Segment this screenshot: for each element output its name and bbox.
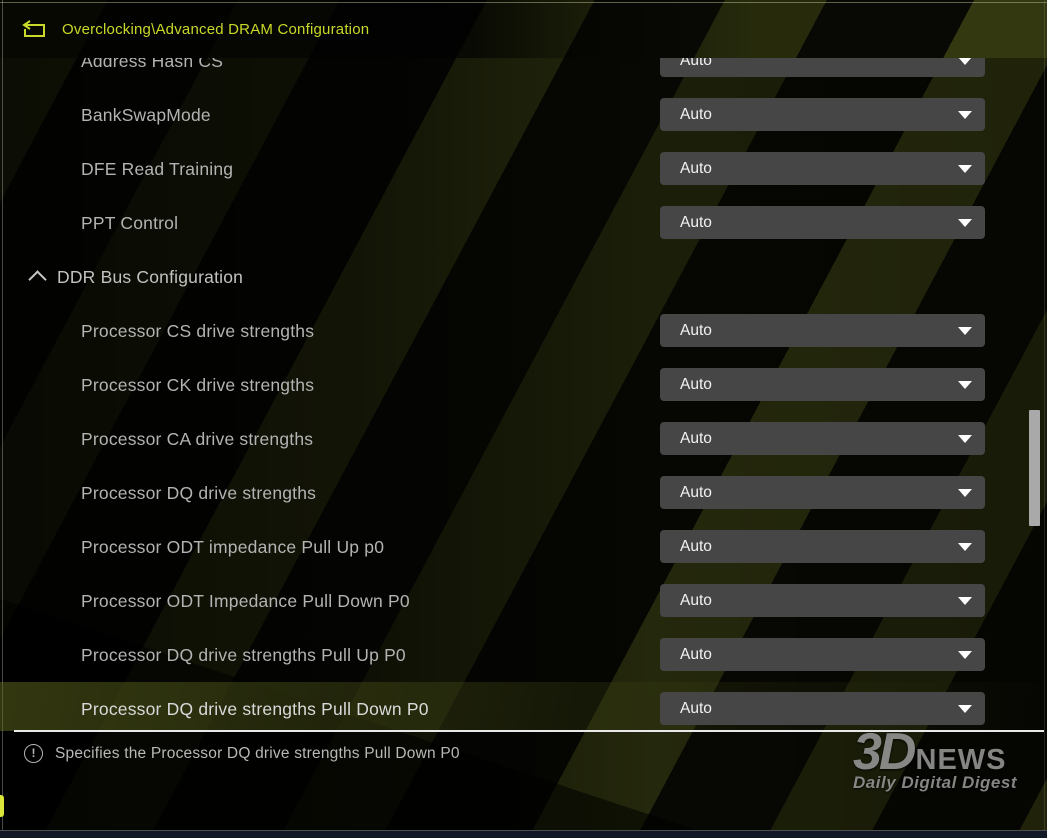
settings-list: Address Hash CS Auto BankSwapMode Auto DFE R… [0,58,1047,731]
dropdown-value: Auto [680,645,712,663]
dropdown-arrow-icon [958,111,972,119]
scrollbar-thumb[interactable] [1029,410,1040,526]
dropdown-value: Auto [680,321,712,339]
selection-underline [14,730,1044,732]
setting-row[interactable]: Processor ODT impedance Pull Up p0 Auto [0,520,1047,574]
dropdown-value: Auto [680,429,712,447]
dropdown-arrow-icon [958,327,972,335]
value-dropdown[interactable]: Auto [660,692,985,725]
dropdown-value: Auto [680,213,712,231]
left-border-line [2,0,3,838]
info-icon: ! [24,744,43,763]
setting-label: Processor DQ drive strengths Pull Up P0 [81,644,406,665]
watermark-news: NEWS [915,744,1007,776]
breadcrumb: Overclocking\Advanced DRAM Configuration [62,20,370,38]
value-dropdown[interactable]: Auto [660,422,985,455]
breadcrumb-bar: Overclocking\Advanced DRAM Configuration [0,0,1047,58]
setting-label: Address Hash CS [81,58,224,71]
dropdown-arrow-icon [958,219,972,227]
value-dropdown[interactable]: Auto [660,530,985,563]
setting-label: Processor CS drive strengths [81,320,315,341]
setting-row[interactable]: PPT Control Auto [0,196,1047,250]
section-label: DDR Bus Configuration [57,266,244,287]
setting-label: Processor DQ drive strengths Pull Down P… [81,698,429,719]
setting-label: Processor DQ drive strengths [81,482,317,503]
setting-row[interactable]: Processor DQ drive strengths Pull Down P… [0,682,1047,731]
dropdown-arrow-icon [958,705,972,713]
setting-label: Processor CA drive strengths [81,428,314,449]
setting-label: BankSwapMode [81,104,211,125]
setting-label: Processor ODT impedance Pull Up p0 [81,536,385,557]
value-dropdown[interactable]: Auto [660,152,985,185]
setting-row[interactable]: Processor CA drive strengths Auto [0,412,1047,466]
setting-label: Processor ODT Impedance Pull Down P0 [81,590,410,611]
dropdown-arrow-icon [958,58,972,65]
help-text: Specifies the Processor DQ drive strengt… [55,745,460,762]
watermark-tagline: Daily Digital Digest [853,773,1017,792]
value-dropdown[interactable]: Auto [660,206,985,239]
right-border-line [1044,0,1045,838]
dropdown-value: Auto [680,591,712,609]
value-dropdown[interactable]: Auto [660,584,985,617]
dropdown-arrow-icon [958,435,972,443]
bottom-bar [0,830,1047,838]
value-dropdown[interactable]: Auto [660,58,985,77]
dropdown-value: Auto [680,58,712,69]
watermark-3dnews: 3D NEWS Daily Digital Digest [853,723,1017,793]
setting-row[interactable]: Processor ODT Impedance Pull Down P0 Auto [0,574,1047,628]
dropdown-value: Auto [680,699,712,717]
dropdown-arrow-icon [958,165,972,173]
section-row[interactable]: DDR Bus Configuration [0,250,1047,304]
dropdown-value: Auto [680,483,712,501]
setting-label: Processor CK drive strengths [81,374,315,395]
value-dropdown[interactable]: Auto [660,638,985,671]
help-bar: ! Specifies the Processor DQ drive stren… [0,731,1047,831]
watermark-3d: 3D [853,723,917,781]
dropdown-value: Auto [680,105,712,123]
dropdown-value: Auto [680,537,712,555]
setting-row[interactable]: Address Hash CS Auto [0,58,1047,88]
dropdown-arrow-icon [958,597,972,605]
dropdown-arrow-icon [958,543,972,551]
setting-row[interactable]: BankSwapMode Auto [0,88,1047,142]
setting-row[interactable]: Processor DQ drive strengths Auto [0,466,1047,520]
setting-label: PPT Control [81,212,179,233]
dropdown-value: Auto [680,375,712,393]
setting-row[interactable]: Processor DQ drive strengths Pull Up P0 A… [0,628,1047,682]
setting-row[interactable]: Processor CK drive strengths Auto [0,358,1047,412]
value-dropdown[interactable]: Auto [660,98,985,131]
setting-row[interactable]: DFE Read Training Auto [0,142,1047,196]
value-dropdown[interactable]: Auto [660,476,985,509]
header-shade [0,0,1047,58]
back-icon[interactable] [20,19,47,39]
dropdown-arrow-icon [958,381,972,389]
left-edge-marker [0,795,4,817]
setting-row[interactable]: Processor CS drive strengths Auto [0,304,1047,358]
value-dropdown[interactable]: Auto [660,314,985,347]
top-border-line [0,2,1047,3]
dropdown-arrow-icon [958,489,972,497]
dropdown-value: Auto [680,159,712,177]
dropdown-arrow-icon [958,651,972,659]
chevron-up-icon [28,270,47,289]
setting-label: DFE Read Training [81,158,234,179]
value-dropdown[interactable]: Auto [660,368,985,401]
